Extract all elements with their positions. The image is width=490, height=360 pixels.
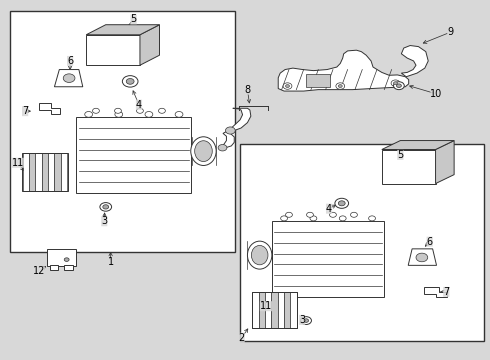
Bar: [291, 292, 297, 328]
Circle shape: [85, 112, 93, 117]
Text: 7: 7: [22, 106, 28, 116]
Text: 6: 6: [427, 237, 433, 247]
Circle shape: [145, 112, 153, 117]
Circle shape: [93, 108, 99, 113]
Polygon shape: [382, 140, 454, 149]
Circle shape: [100, 203, 112, 211]
Text: 4: 4: [136, 100, 142, 110]
Circle shape: [281, 216, 288, 221]
Circle shape: [396, 84, 401, 87]
Polygon shape: [140, 25, 159, 65]
Circle shape: [64, 258, 69, 261]
Polygon shape: [401, 45, 428, 77]
Text: 12: 12: [33, 266, 45, 276]
Circle shape: [115, 108, 122, 113]
Bar: [382, 149, 436, 184]
Bar: [278, 292, 284, 328]
Circle shape: [286, 85, 290, 87]
Circle shape: [336, 83, 344, 89]
Bar: [54, 153, 61, 191]
Bar: [240, 144, 485, 341]
Bar: [252, 292, 259, 328]
Text: 8: 8: [245, 85, 250, 95]
Bar: [35, 153, 42, 191]
Bar: [42, 153, 48, 191]
Bar: [76, 117, 191, 193]
Text: 7: 7: [443, 287, 449, 297]
Bar: [22, 153, 68, 191]
Text: 3: 3: [299, 315, 305, 325]
Polygon shape: [424, 287, 447, 297]
Circle shape: [115, 112, 122, 117]
Bar: [48, 153, 54, 191]
Circle shape: [310, 216, 317, 221]
Text: 5: 5: [397, 150, 403, 160]
Circle shape: [286, 212, 293, 217]
Polygon shape: [408, 249, 437, 265]
Text: 11: 11: [260, 301, 272, 311]
Bar: [265, 292, 271, 328]
Circle shape: [339, 216, 346, 221]
Bar: [284, 292, 291, 328]
Circle shape: [126, 78, 134, 84]
Text: 11: 11: [12, 158, 24, 168]
Circle shape: [368, 216, 375, 221]
Bar: [61, 153, 67, 191]
Ellipse shape: [191, 137, 216, 166]
Text: 4: 4: [326, 204, 332, 214]
Circle shape: [330, 212, 336, 217]
Circle shape: [393, 82, 397, 85]
Text: 2: 2: [239, 333, 245, 343]
Text: 10: 10: [430, 89, 442, 99]
Bar: [271, 292, 278, 328]
Circle shape: [338, 201, 345, 206]
Ellipse shape: [247, 241, 272, 269]
Circle shape: [137, 108, 144, 113]
Circle shape: [122, 76, 138, 87]
Circle shape: [103, 205, 109, 209]
Circle shape: [393, 82, 404, 90]
Circle shape: [175, 112, 183, 117]
Ellipse shape: [195, 141, 212, 162]
Circle shape: [391, 80, 400, 86]
Circle shape: [283, 83, 292, 89]
Bar: [49, 265, 58, 270]
Text: 5: 5: [130, 14, 137, 24]
Ellipse shape: [251, 246, 268, 265]
Circle shape: [335, 198, 348, 208]
Circle shape: [338, 85, 342, 87]
Circle shape: [350, 212, 357, 217]
Text: 1: 1: [108, 257, 114, 267]
Bar: [10, 12, 235, 252]
Polygon shape: [221, 132, 234, 148]
Bar: [252, 292, 297, 328]
Polygon shape: [86, 25, 159, 35]
Circle shape: [304, 319, 309, 322]
Polygon shape: [39, 103, 60, 114]
Circle shape: [218, 144, 227, 151]
Bar: [86, 35, 140, 65]
Bar: [272, 221, 384, 297]
Polygon shape: [278, 50, 409, 91]
Bar: [64, 265, 73, 270]
Circle shape: [416, 253, 428, 262]
Bar: [23, 153, 29, 191]
Text: 6: 6: [67, 56, 73, 66]
Polygon shape: [54, 69, 83, 87]
Circle shape: [159, 108, 165, 113]
Circle shape: [225, 127, 235, 134]
Circle shape: [307, 212, 314, 217]
Bar: [29, 153, 35, 191]
Bar: [47, 249, 76, 266]
Bar: [259, 292, 265, 328]
Bar: [306, 74, 330, 87]
Circle shape: [63, 74, 75, 82]
Text: 3: 3: [101, 216, 107, 226]
Text: 9: 9: [447, 27, 453, 37]
Polygon shape: [436, 140, 454, 184]
Polygon shape: [229, 108, 251, 131]
Circle shape: [301, 317, 312, 324]
